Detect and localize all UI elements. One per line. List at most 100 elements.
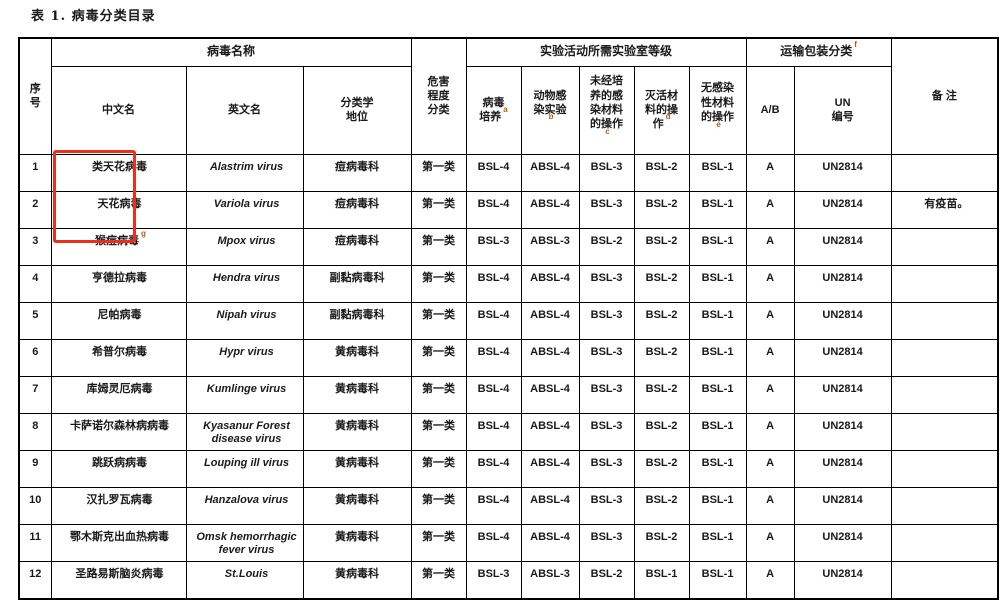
bsl-animal-infection-cell: ABSL-4 bbox=[520, 190, 580, 229]
virus-family-cell: 黄病毒科 bbox=[302, 412, 412, 451]
virus-family-cell: 黄病毒科 bbox=[302, 486, 412, 525]
table-row: 6 希普尔病毒 Hypr virus 黄病毒科 第一类 BSL-4 ABSL-4… bbox=[18, 338, 999, 377]
col-header-un-number: UN 编号 bbox=[793, 65, 892, 155]
bsl-inactivated-material-cell: BSL-2 bbox=[633, 486, 690, 525]
hazard-class-cell: 第一类 bbox=[410, 486, 467, 525]
bsl-uncultured-material-cell: BSL-3 bbox=[578, 301, 635, 340]
virus-english-name-cell: Variola virus bbox=[185, 190, 304, 229]
bsl-virus-culture-cell: BSL-4 bbox=[465, 190, 522, 229]
transport-ab-cell: A bbox=[745, 153, 795, 192]
bsl-uncultured-material-cell: BSL-3 bbox=[578, 190, 635, 229]
transport-ab-cell: A bbox=[745, 486, 795, 525]
virus-classification-table: 序 号 病毒名称 危害 程度 分类 实验活动所需实验室等级 运输包装分类 f 备 … bbox=[18, 37, 1000, 600]
bsl-noninfectious-material-cell: BSL-1 bbox=[688, 153, 747, 192]
bsl-inactivated-material-cell: BSL-2 bbox=[633, 449, 690, 488]
virus-chinese-name-cell: 希普尔病毒 bbox=[50, 338, 187, 377]
virus-chinese-name: 尼帕病毒 bbox=[97, 308, 142, 321]
virus-chinese-name-cell: 卡萨诺尔森林病病毒 bbox=[50, 412, 187, 451]
virus-family-cell: 黄病毒科 bbox=[302, 449, 412, 488]
col-group-virus-name: 病毒名称 bbox=[50, 37, 412, 67]
bsl-virus-culture-cell: BSL-4 bbox=[465, 338, 522, 377]
bsl-noninfectious-material-cell: BSL-1 bbox=[688, 523, 747, 562]
table-row: 12 圣路易斯脑炎病毒 St.Louis 黄病毒科 第一类 BSL-3 ABSL… bbox=[18, 560, 999, 599]
remarks-cell bbox=[890, 412, 999, 451]
bsl-animal-infection-cell: ABSL-4 bbox=[520, 264, 580, 303]
bsl-uncultured-material-cell: BSL-2 bbox=[578, 227, 635, 266]
hazard-class-cell: 第一类 bbox=[410, 227, 467, 266]
bsl-inactivated-material-cell: BSL-2 bbox=[633, 301, 690, 340]
virus-english-name-cell: Kyasanur Forest disease virus bbox=[185, 412, 304, 451]
serial-number-cell: 10 bbox=[18, 486, 52, 525]
col-header-english-name: 英文名 bbox=[185, 65, 304, 155]
remarks-cell bbox=[890, 449, 999, 488]
bsl-uncultured-material-cell: BSL-3 bbox=[578, 338, 635, 377]
virus-chinese-name: 亨德拉病毒 bbox=[92, 271, 147, 284]
virus-english-name-cell: Mpox virus bbox=[185, 227, 304, 266]
serial-number-cell: 3 bbox=[18, 227, 52, 266]
col-header-inactivated-material: 灭活材 料的操 作d bbox=[633, 65, 690, 155]
hazard-class-cell: 第一类 bbox=[410, 338, 467, 377]
bsl-noninfectious-material-cell: BSL-1 bbox=[688, 301, 747, 340]
col-group-lab-levels: 实验活动所需实验室等级 bbox=[465, 37, 747, 67]
remarks-cell bbox=[890, 560, 999, 599]
virus-chinese-name: 类天花病毒 bbox=[92, 160, 147, 173]
col-header-noninfectious-material: 无感染 性材料 的操作 e bbox=[688, 65, 747, 155]
transport-ab-cell: A bbox=[745, 227, 795, 266]
virus-chinese-name-cell: 跳跃病病毒 bbox=[50, 449, 187, 488]
table-row: 2 天花病毒 Variola virus 痘病毒科 第一类 BSL-4 ABSL… bbox=[18, 190, 999, 229]
hazard-class-cell: 第一类 bbox=[410, 264, 467, 303]
bsl-uncultured-material-cell: BSL-3 bbox=[578, 375, 635, 414]
hazard-class-cell: 第一类 bbox=[410, 560, 467, 599]
bsl-noninfectious-material-cell: BSL-1 bbox=[688, 412, 747, 451]
bsl-animal-infection-cell: ABSL-4 bbox=[520, 523, 580, 562]
uncultured-material-label: 未经培 养的感 染材料 的操作 bbox=[590, 75, 624, 131]
transport-ab-cell: A bbox=[745, 375, 795, 414]
bsl-inactivated-material-cell: BSL-2 bbox=[633, 412, 690, 451]
serial-number-cell: 4 bbox=[18, 264, 52, 303]
serial-number-cell: 2 bbox=[18, 190, 52, 229]
remarks-cell bbox=[890, 375, 999, 414]
table-row: 8 卡萨诺尔森林病病毒 Kyasanur Forest disease viru… bbox=[18, 412, 999, 451]
bsl-animal-infection-cell: ABSL-4 bbox=[520, 449, 580, 488]
bsl-noninfectious-material-cell: BSL-1 bbox=[688, 375, 747, 414]
bsl-animal-infection-cell: ABSL-4 bbox=[520, 338, 580, 377]
virus-chinese-name-cell: 亨德拉病毒 bbox=[50, 264, 187, 303]
col-header-taxonomy: 分类学 地位 bbox=[302, 65, 412, 155]
serial-number-cell: 12 bbox=[18, 560, 52, 599]
footnote-marker-e: e bbox=[716, 119, 721, 129]
hazard-class-cell: 第一类 bbox=[410, 412, 467, 451]
bsl-uncultured-material-cell: BSL-3 bbox=[578, 486, 635, 525]
bsl-virus-culture-cell: BSL-4 bbox=[465, 523, 522, 562]
bsl-noninfectious-material-cell: BSL-1 bbox=[688, 338, 747, 377]
virus-chinese-name: 库姆灵厄病毒 bbox=[86, 382, 153, 395]
virus-chinese-name: 天花病毒 bbox=[97, 197, 142, 210]
virus-family-cell: 黄病毒科 bbox=[302, 523, 412, 562]
col-group-transport-packaging: 运输包装分类 f bbox=[745, 37, 892, 67]
table-row: 5 尼帕病毒 Nipah virus 副黏病毒科 第一类 BSL-4 ABSL-… bbox=[18, 301, 999, 340]
virus-family-cell: 痘病毒科 bbox=[302, 227, 412, 266]
hazard-class-cell: 第一类 bbox=[410, 375, 467, 414]
virus-chinese-name: 鄂木斯克出血热病毒 bbox=[70, 530, 169, 543]
virus-english-name-cell: Nipah virus bbox=[185, 301, 304, 340]
bsl-virus-culture-cell: BSL-3 bbox=[465, 560, 522, 599]
bsl-noninfectious-material-cell: BSL-1 bbox=[688, 190, 747, 229]
serial-number-cell: 8 bbox=[18, 412, 52, 451]
virus-chinese-name: 圣路易斯脑炎病毒 bbox=[75, 567, 164, 580]
un-number-cell: UN2814 bbox=[793, 227, 892, 266]
bsl-virus-culture-cell: BSL-3 bbox=[465, 227, 522, 266]
col-header-serial-number: 序 号 bbox=[18, 37, 52, 155]
bsl-animal-infection-cell: ABSL-4 bbox=[520, 301, 580, 340]
virus-chinese-name: 汉扎罗瓦病毒 bbox=[86, 493, 153, 506]
virus-chinese-name-cell: 圣路易斯脑炎病毒 bbox=[50, 560, 187, 599]
bsl-noninfectious-material-cell: BSL-1 bbox=[688, 264, 747, 303]
virus-chinese-name-cell: 天花病毒 bbox=[50, 190, 187, 229]
remarks-cell bbox=[890, 301, 999, 340]
virus-chinese-name: 希普尔病毒 bbox=[92, 345, 147, 358]
inactivated-material-label: 灭活材 料的操 作 bbox=[645, 89, 679, 131]
virus-chinese-name-cell: 尼帕病毒 bbox=[50, 301, 187, 340]
bsl-uncultured-material-cell: BSL-3 bbox=[578, 153, 635, 192]
bsl-virus-culture-cell: BSL-4 bbox=[465, 264, 522, 303]
noninfectious-material-label: 无感染 性材料 的操作 bbox=[701, 82, 735, 123]
transport-ab-cell: A bbox=[745, 301, 795, 340]
table-row: 3 猴痘病毒g Mpox virus 痘病毒科 第一类 BSL-3 ABSL-3… bbox=[18, 227, 999, 266]
